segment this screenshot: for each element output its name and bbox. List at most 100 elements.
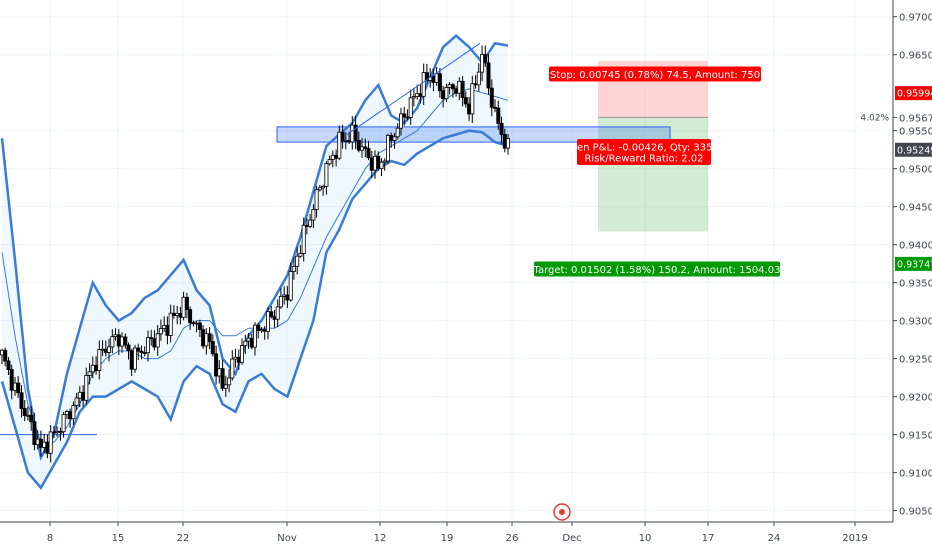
risk-reward-label: Risk/Reward Ratio: 2.02 bbox=[584, 154, 703, 165]
candle-body bbox=[32, 421, 37, 446]
target-price-tag: 0.93747 bbox=[897, 259, 932, 270]
candle-body bbox=[64, 411, 69, 415]
candle-body bbox=[408, 97, 413, 118]
candle-body bbox=[233, 356, 238, 360]
candle-body bbox=[366, 148, 371, 159]
target-price-tag-bg bbox=[895, 256, 932, 271]
candle-body bbox=[132, 347, 137, 370]
candle-body bbox=[505, 138, 510, 149]
candle-body bbox=[304, 224, 309, 227]
target-label-box bbox=[534, 261, 780, 277]
candle-body bbox=[165, 324, 170, 336]
x-tick-label: 2019 bbox=[842, 533, 867, 544]
candle-body bbox=[460, 80, 465, 99]
candle-body bbox=[120, 336, 125, 347]
candle-body bbox=[343, 139, 348, 142]
candle-body bbox=[392, 136, 397, 141]
candle-body bbox=[239, 345, 244, 363]
candle-body bbox=[359, 146, 364, 151]
candle-body bbox=[12, 382, 17, 391]
candle-body bbox=[282, 294, 287, 297]
pnl-label: Open P&L: -0.00426, Qty: 33557 bbox=[563, 143, 726, 154]
candle-body bbox=[447, 84, 452, 88]
candle-body bbox=[87, 371, 92, 376]
candle-body bbox=[194, 322, 199, 325]
candle-body bbox=[473, 83, 478, 86]
candle-body bbox=[431, 75, 436, 83]
candle-body bbox=[489, 87, 494, 108]
candle-body bbox=[25, 414, 30, 417]
candle-body bbox=[90, 364, 95, 373]
candle-body bbox=[402, 113, 407, 118]
candle-body bbox=[139, 350, 144, 354]
percent-label: 4.02% bbox=[860, 113, 889, 123]
candle-body bbox=[58, 430, 63, 433]
pnl-label-box bbox=[577, 139, 711, 165]
candle-body bbox=[486, 62, 491, 89]
candle-body bbox=[499, 122, 504, 135]
candle-body bbox=[356, 140, 361, 151]
candle-body bbox=[227, 377, 232, 386]
candle-body bbox=[42, 441, 47, 448]
candle-body bbox=[467, 103, 472, 115]
candle-body bbox=[334, 154, 339, 159]
candle-body bbox=[256, 324, 261, 332]
candle-body bbox=[204, 333, 209, 347]
candle-body bbox=[295, 255, 300, 267]
candle-body bbox=[158, 328, 163, 335]
candle-body bbox=[321, 185, 326, 189]
candle-body bbox=[330, 154, 335, 160]
candle-body bbox=[55, 430, 60, 433]
candle-body bbox=[434, 73, 439, 83]
x-tick-label: 24 bbox=[768, 533, 781, 544]
candle-body bbox=[3, 349, 8, 362]
candle-body bbox=[278, 295, 283, 308]
candle-body bbox=[324, 163, 329, 187]
candle-body bbox=[252, 324, 257, 348]
candle-body bbox=[61, 414, 66, 433]
candle-body bbox=[230, 358, 235, 379]
candle-body bbox=[38, 438, 43, 448]
candle-body bbox=[496, 107, 501, 124]
candle-body bbox=[145, 337, 150, 354]
candle-body bbox=[74, 397, 79, 406]
candle-body bbox=[298, 252, 303, 257]
y-tick-label: 0.95675 bbox=[899, 113, 932, 124]
candle-body bbox=[470, 83, 475, 115]
candle-body bbox=[123, 336, 128, 346]
x-tick-label: 15 bbox=[112, 533, 125, 544]
x-tick-label: 22 bbox=[177, 533, 190, 544]
current-price-tag-bg bbox=[895, 142, 932, 157]
x-tick-label: Dec bbox=[562, 533, 581, 544]
candle-body bbox=[444, 87, 449, 100]
candle-body bbox=[243, 340, 248, 347]
support-zone bbox=[276, 126, 671, 143]
band-fill bbox=[2, 35, 508, 488]
stop-price-tag-bg bbox=[895, 86, 932, 101]
candle-body bbox=[191, 322, 196, 325]
trendline bbox=[346, 42, 481, 135]
candle-body bbox=[188, 309, 193, 324]
candle-body bbox=[259, 329, 264, 332]
candle-body bbox=[84, 374, 89, 401]
candle-body bbox=[275, 306, 280, 320]
candle-body bbox=[35, 438, 40, 446]
candle-body bbox=[210, 341, 215, 355]
candle-body bbox=[207, 333, 212, 343]
candle-body bbox=[223, 384, 228, 389]
candle-body bbox=[214, 353, 219, 377]
candle-body bbox=[308, 219, 313, 227]
candle-body bbox=[113, 334, 118, 337]
stop-label-box bbox=[549, 66, 761, 82]
candle-body bbox=[288, 271, 293, 301]
candle-body bbox=[395, 127, 400, 138]
candle-body bbox=[107, 346, 112, 353]
